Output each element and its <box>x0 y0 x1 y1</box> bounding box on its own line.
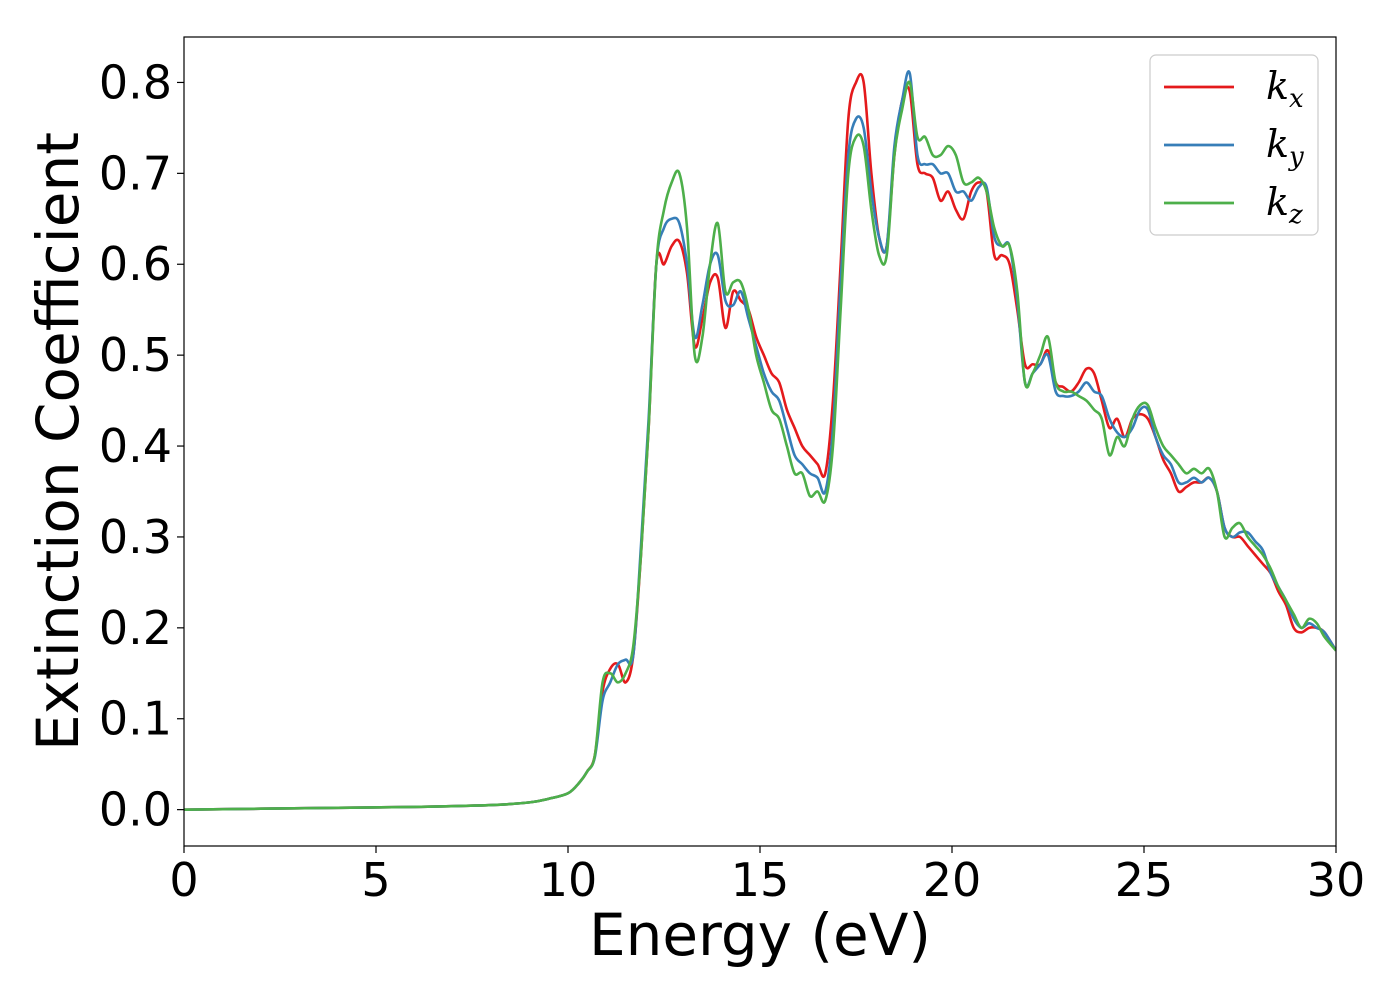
y-tick-label: 0.0 <box>99 783 172 837</box>
y-tick-label: 0.2 <box>99 601 172 655</box>
legend-label-kz: kz <box>1266 180 1303 230</box>
y-axis-ticks: 0.0 0.1 0.2 0.3 0.4 0.5 0.6 0.7 0.8 <box>99 55 184 837</box>
legend: kx ky kz <box>1149 54 1319 236</box>
y-tick-label: 0.1 <box>99 692 172 746</box>
plot-lines <box>184 70 1336 811</box>
x-axis-title: Energy (eV) <box>589 901 931 969</box>
y-tick-label: 0.3 <box>99 510 172 564</box>
y-tick-label: 0.6 <box>99 237 172 291</box>
x-tick-label: 10 <box>539 853 598 907</box>
y-tick-label: 0.8 <box>99 55 172 109</box>
y-tick-label: 0.5 <box>99 328 172 382</box>
x-tick-label: 5 <box>361 853 390 907</box>
x-tick-label: 20 <box>923 853 982 907</box>
series-line-kz <box>184 80 1336 811</box>
x-tick-label: 15 <box>731 853 790 907</box>
y-axis-title: Extinction Coefficient <box>24 132 92 751</box>
legend-label-ky: ky <box>1266 122 1304 172</box>
x-axis-ticks: 0 5 10 15 20 25 30 <box>169 846 1365 907</box>
y-tick-label: 0.4 <box>99 419 172 473</box>
x-tick-label: 30 <box>1307 853 1366 907</box>
x-tick-label: 25 <box>1115 853 1174 907</box>
y-tick-label: 0.7 <box>99 146 172 200</box>
x-tick-label: 0 <box>169 853 198 907</box>
legend-label-kx: kx <box>1266 64 1304 114</box>
